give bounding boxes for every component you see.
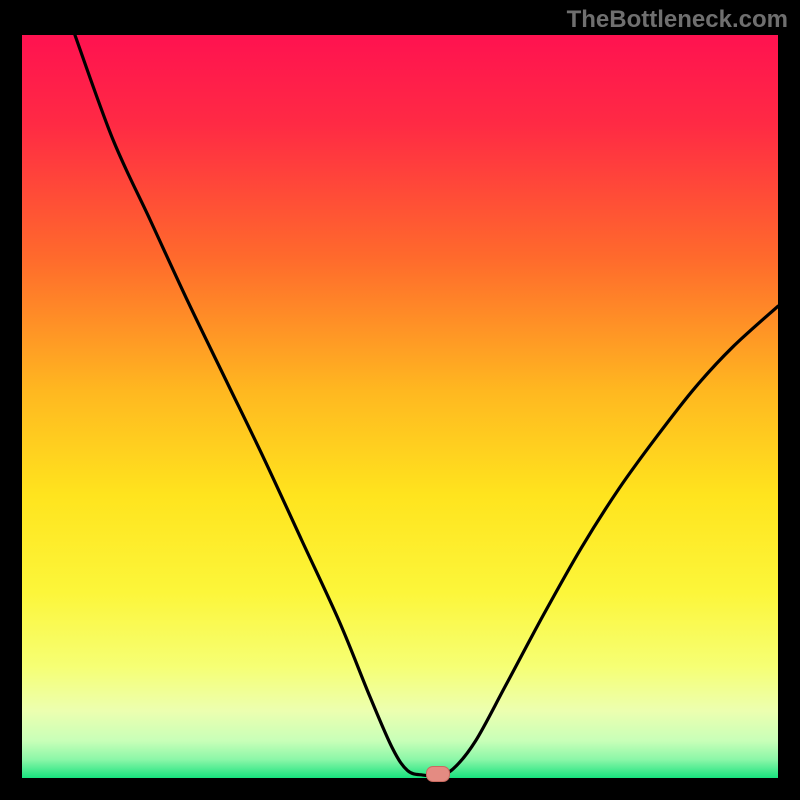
plot-area [22,35,778,778]
bottleneck-curve [22,35,778,778]
optimal-point-marker [426,766,450,782]
watermark-text: TheBottleneck.com [567,6,788,34]
